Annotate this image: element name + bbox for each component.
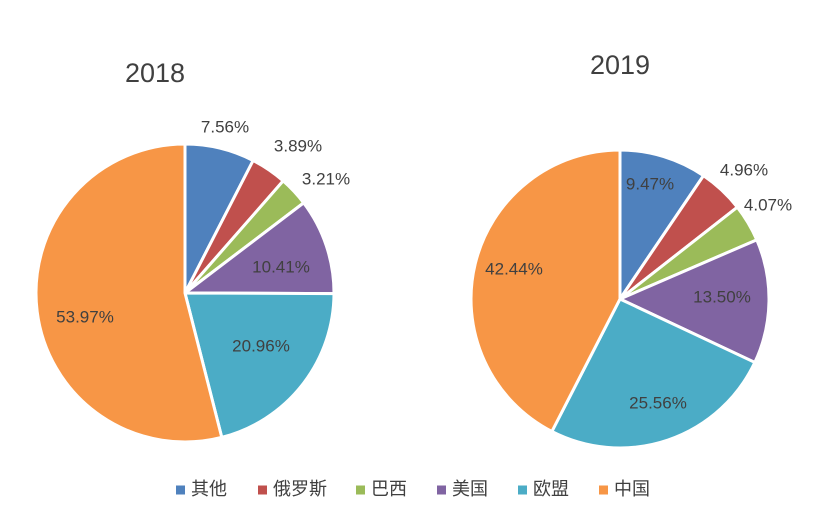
legend-label-2: 俄罗斯 <box>273 479 327 500</box>
legend-item-6: 中国 <box>599 479 650 500</box>
legend-swatch-4 <box>437 485 446 495</box>
slices-2019 <box>469 148 771 450</box>
data-label-2019-4: 13.50% <box>693 287 751 306</box>
legend-label-1: 其他 <box>191 479 227 500</box>
pie-slice-2019-5 <box>550 297 757 450</box>
legend-label-5: 欧盟 <box>533 479 569 500</box>
data-label-2019-2: 4.96% <box>720 160 768 179</box>
legend-label-3: 巴西 <box>371 479 407 500</box>
legend-item-2: 俄罗斯 <box>258 479 327 500</box>
pie-slice-2018-6 <box>34 142 224 444</box>
slices-2018 <box>34 142 336 444</box>
data-label-2019-5: 25.56% <box>629 393 687 412</box>
pie-slice-2018-5 <box>183 291 336 439</box>
data-label-2018-1: 7.56% <box>201 117 249 136</box>
pie-chart-2018: 2018 7.56% 3.89% 3.21% 10.41% 20.96% 53.97% <box>34 58 350 444</box>
legend-swatch-3 <box>356 485 365 495</box>
data-label-2019-3: 4.07% <box>744 195 792 214</box>
legend-label-4: 美国 <box>452 479 488 500</box>
legend-swatch-1 <box>176 485 185 495</box>
legend-item-3: 巴西 <box>356 479 407 500</box>
legend-swatch-2 <box>258 485 267 495</box>
data-label-2019-1: 9.47% <box>626 174 674 193</box>
legend-swatch-5 <box>518 485 527 495</box>
chart-title-2019: 2019 <box>590 50 650 80</box>
legend-item-1: 其他 <box>176 479 227 500</box>
data-labels-2019: 9.47% 4.96% 4.07% 13.50% 25.56% 42.44% <box>485 160 792 412</box>
data-label-2018-6: 53.97% <box>56 307 114 326</box>
data-labels-2018: 7.56% 3.89% 3.21% 10.41% 20.96% 53.97% <box>56 117 350 355</box>
legend-item-5: 欧盟 <box>518 479 569 500</box>
legend-swatch-6 <box>599 485 608 495</box>
legend-item-4: 美国 <box>437 479 488 500</box>
legend-label-6: 中国 <box>614 479 650 500</box>
pie-chart-2019: 2019 9.47% 4.96% 4.07% 13.50% 25.56% 42.44% <box>469 50 792 450</box>
legend: 其他 俄罗斯 巴西 美国 欧盟 中国 <box>176 479 650 500</box>
data-label-2018-4: 10.41% <box>252 257 310 276</box>
pie-slice-2019-1 <box>618 148 706 301</box>
pie-slice-2019-4 <box>618 238 771 364</box>
data-label-2018-5: 20.96% <box>232 336 290 355</box>
data-label-2018-3: 3.21% <box>302 169 350 188</box>
chart-title-2018: 2018 <box>125 58 185 88</box>
pie-slice-2019-6 <box>469 148 622 433</box>
data-label-2019-6: 42.44% <box>485 259 543 278</box>
pie-slice-2018-4 <box>183 201 336 296</box>
data-label-2018-2: 3.89% <box>274 136 322 155</box>
